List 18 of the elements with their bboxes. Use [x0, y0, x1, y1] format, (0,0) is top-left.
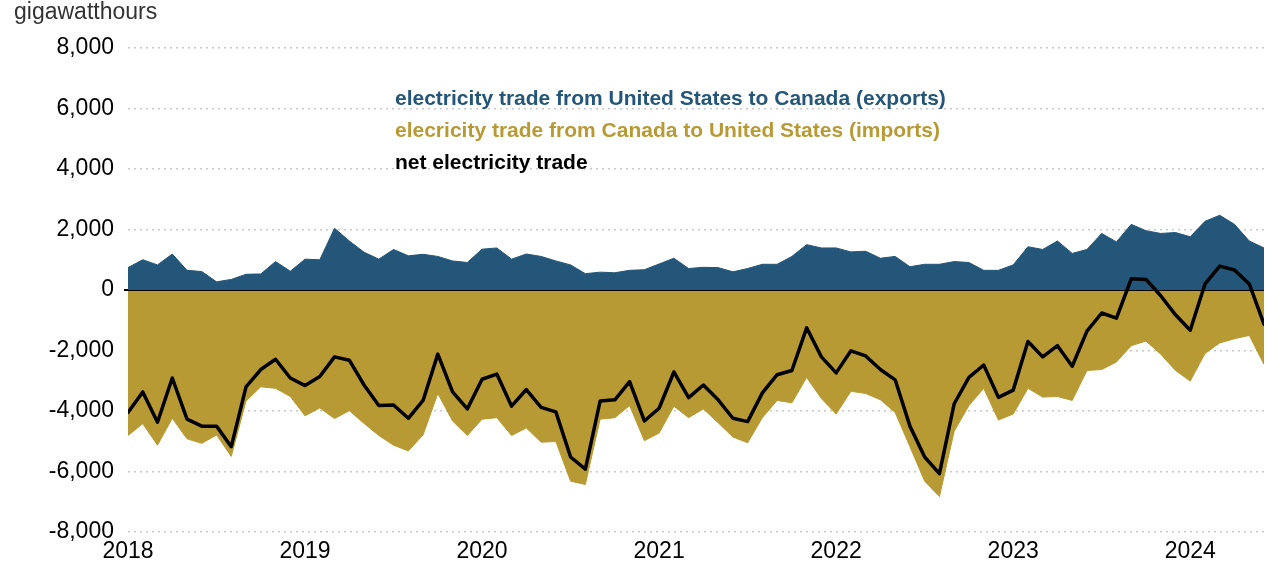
y-tick-label: -2,000 [48, 335, 114, 362]
y-tick-label: 6,000 [56, 93, 114, 120]
y-tick-label: 4,000 [56, 154, 114, 181]
x-tick-label: 2024 [1164, 537, 1217, 564]
y-tick-label: 8,000 [56, 33, 114, 60]
x-tick-label: 2020 [456, 537, 508, 564]
y-tick-label: -4,000 [48, 396, 114, 423]
text: electricity trade from United States to Canada (exports) [395, 85, 946, 111]
y-tick-label: 0 [101, 275, 114, 302]
x-tick-label: 2023 [987, 537, 1039, 564]
text: net electricity trade [395, 149, 589, 175]
y-tick-label: 2,000 [56, 214, 114, 241]
x-tick-label: 2021 [633, 537, 685, 564]
x-tick-label: 2019 [279, 537, 331, 564]
text: elecricity trade from Canada to United States (imports) [395, 117, 941, 143]
x-tick-label: 2022 [810, 537, 862, 564]
y-axis-title: gigawatthours [14, 0, 158, 25]
y-tick-label: -6,000 [48, 456, 114, 483]
